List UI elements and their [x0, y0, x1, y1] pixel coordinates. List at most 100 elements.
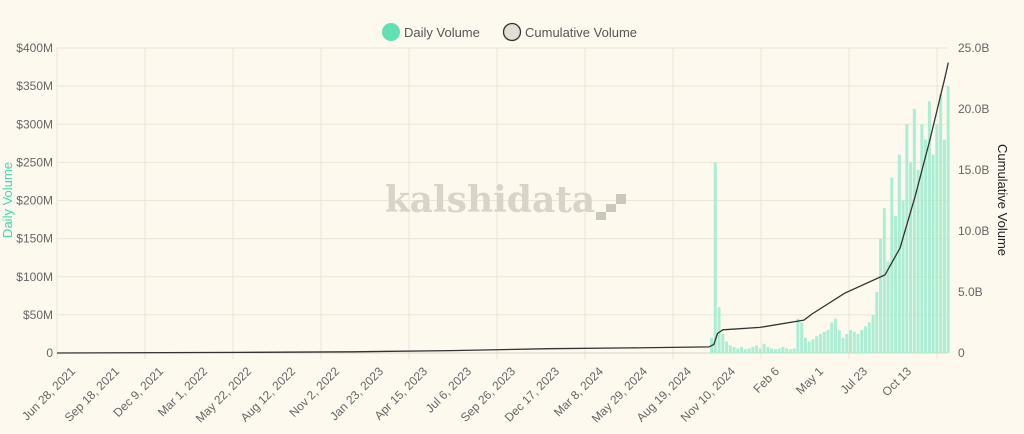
daily-volume-bar — [833, 318, 837, 353]
daily-volume-bar — [860, 330, 864, 353]
left-tick-label: $200M — [16, 194, 53, 208]
right-tick-label: 5.0B — [958, 285, 983, 299]
daily-volume-bar — [770, 348, 774, 353]
daily-volume-bar — [856, 333, 860, 353]
daily-volume-bar — [713, 162, 717, 353]
right-tick-label: 0 — [958, 346, 965, 360]
daily-volume-bar — [800, 322, 804, 353]
daily-volume-bar — [807, 341, 811, 353]
right-tick-label: 10.0B — [958, 224, 989, 238]
daily-volume-bar — [845, 333, 849, 353]
daily-volume-bar — [796, 318, 800, 353]
daily-volume-bar — [732, 346, 736, 353]
right-tick-label: 15.0B — [958, 163, 989, 177]
daily-volume-bar — [721, 333, 725, 353]
daily-volume-bar — [909, 162, 913, 353]
right-tick-label: 25.0B — [958, 41, 989, 55]
daily-volume-bar — [717, 307, 721, 353]
daily-volume-bar — [841, 337, 845, 353]
daily-volume-bar — [882, 208, 886, 353]
daily-volume-bar — [871, 314, 875, 353]
daily-volume-bar — [781, 346, 785, 353]
daily-volume-bar — [792, 348, 796, 353]
daily-volume-bar — [766, 346, 770, 353]
daily-volume-bar — [740, 346, 744, 353]
daily-volume-bar — [942, 139, 946, 353]
left-tick-label: $150M — [16, 232, 53, 246]
daily-volume-bar — [777, 348, 781, 353]
watermark-logo-icon — [596, 194, 626, 220]
left-tick-label: $250M — [16, 155, 53, 169]
daily-volume-bar — [762, 343, 766, 353]
daily-volume-bar — [751, 346, 755, 353]
daily-volume-bar — [912, 109, 916, 353]
daily-volume-bar — [924, 139, 928, 353]
daily-volume-bar — [758, 348, 762, 353]
daily-volume-bar — [803, 337, 807, 353]
left-tick-label: $300M — [16, 117, 53, 131]
daily-volume-bar — [747, 348, 751, 353]
x-tick-label: Oct 13 — [879, 364, 914, 399]
right-tick-label: 20.0B — [958, 102, 989, 116]
daily-volume-bar — [905, 124, 909, 353]
right-axis: 0 5.0B 10.0B 15.0B 20.0B 25.0B — [958, 41, 989, 360]
left-axis: 0 $50M $100M $150M $200M $250M $300M $350M $400M — [16, 41, 53, 360]
daily-volume-bar — [785, 348, 789, 353]
daily-volume-bar — [773, 349, 777, 353]
legend-item-cumulative-volume[interactable]: Cumulative Volume — [502, 22, 638, 42]
daily-volume-bar — [826, 330, 830, 353]
legend-swatch-daily — [382, 23, 400, 41]
daily-volume-bar — [849, 330, 852, 353]
daily-volume-bar — [920, 124, 924, 353]
left-tick-label: $100M — [16, 270, 53, 284]
legend: Daily Volume Cumulative Volume — [382, 22, 638, 42]
daily-volume-bar — [875, 292, 879, 353]
daily-volume-bar — [830, 322, 834, 353]
daily-volume-bar — [867, 322, 871, 353]
right-axis-title: Cumulative Volume — [995, 144, 1010, 256]
daily-volume-bar — [935, 124, 939, 353]
daily-volume-bar — [946, 86, 950, 353]
legend-item-daily-volume[interactable]: Daily Volume — [382, 23, 480, 41]
daily-volume-bar — [811, 339, 815, 353]
x-tick-label: May 1 — [793, 364, 826, 397]
x-tick-label: Feb 6 — [751, 364, 783, 396]
daily-volume-bar — [894, 215, 898, 353]
daily-volume-bar — [725, 341, 729, 353]
legend-swatch-cumulative — [502, 22, 522, 42]
daily-volume-bar — [815, 336, 819, 353]
left-tick-label: $50M — [23, 308, 53, 322]
daily-volume-bar — [743, 349, 747, 353]
daily-volume-bar — [852, 331, 856, 353]
left-tick-label: $350M — [16, 79, 53, 93]
daily-volume-bar — [822, 331, 826, 353]
daily-volume-bar — [728, 345, 732, 353]
daily-volume-bar — [916, 170, 920, 353]
left-axis-title: Daily Volume — [0, 162, 15, 238]
daily-volume-bar — [890, 177, 894, 353]
daily-volume-bar — [736, 348, 740, 353]
daily-volume-bar — [755, 345, 759, 353]
daily-volume-bar — [788, 349, 792, 353]
x-tick-label: Jul 23 — [838, 364, 871, 397]
daily-volume-bar — [931, 154, 935, 353]
left-tick-label: $400M — [16, 41, 53, 55]
daily-volume-bar — [818, 333, 822, 353]
watermark: kalshidata — [385, 179, 596, 221]
daily-volume-bar — [939, 93, 943, 353]
daily-volume-bar — [897, 154, 901, 353]
daily-volume-bar — [879, 238, 883, 353]
grid — [56, 47, 948, 359]
daily-volume-bar — [886, 261, 890, 353]
left-tick-label: 0 — [46, 346, 53, 360]
daily-volume-bar — [927, 101, 931, 353]
legend-label-cumulative: Cumulative Volume — [525, 25, 637, 40]
daily-volume-bar — [837, 330, 841, 353]
legend-label-daily: Daily Volume — [404, 25, 480, 40]
cumulative-volume-line — [56, 62, 949, 354]
daily-volume-bar — [901, 200, 905, 353]
daily-volume-bar — [864, 326, 868, 353]
daily-volume-bars — [710, 86, 950, 353]
